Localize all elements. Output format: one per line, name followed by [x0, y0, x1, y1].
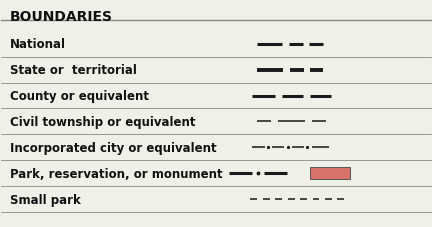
Text: BOUNDARIES: BOUNDARIES: [10, 10, 113, 24]
Text: State or  territorial: State or territorial: [10, 64, 137, 77]
Text: Small park: Small park: [10, 193, 81, 206]
Text: National: National: [10, 38, 66, 51]
Text: Park, reservation, or monument: Park, reservation, or monument: [10, 167, 222, 180]
Text: County or equivalent: County or equivalent: [10, 90, 149, 103]
Text: Civil township or equivalent: Civil township or equivalent: [10, 116, 195, 128]
FancyBboxPatch shape: [310, 168, 350, 179]
Text: Incorporated city or equivalent: Incorporated city or equivalent: [10, 141, 216, 154]
